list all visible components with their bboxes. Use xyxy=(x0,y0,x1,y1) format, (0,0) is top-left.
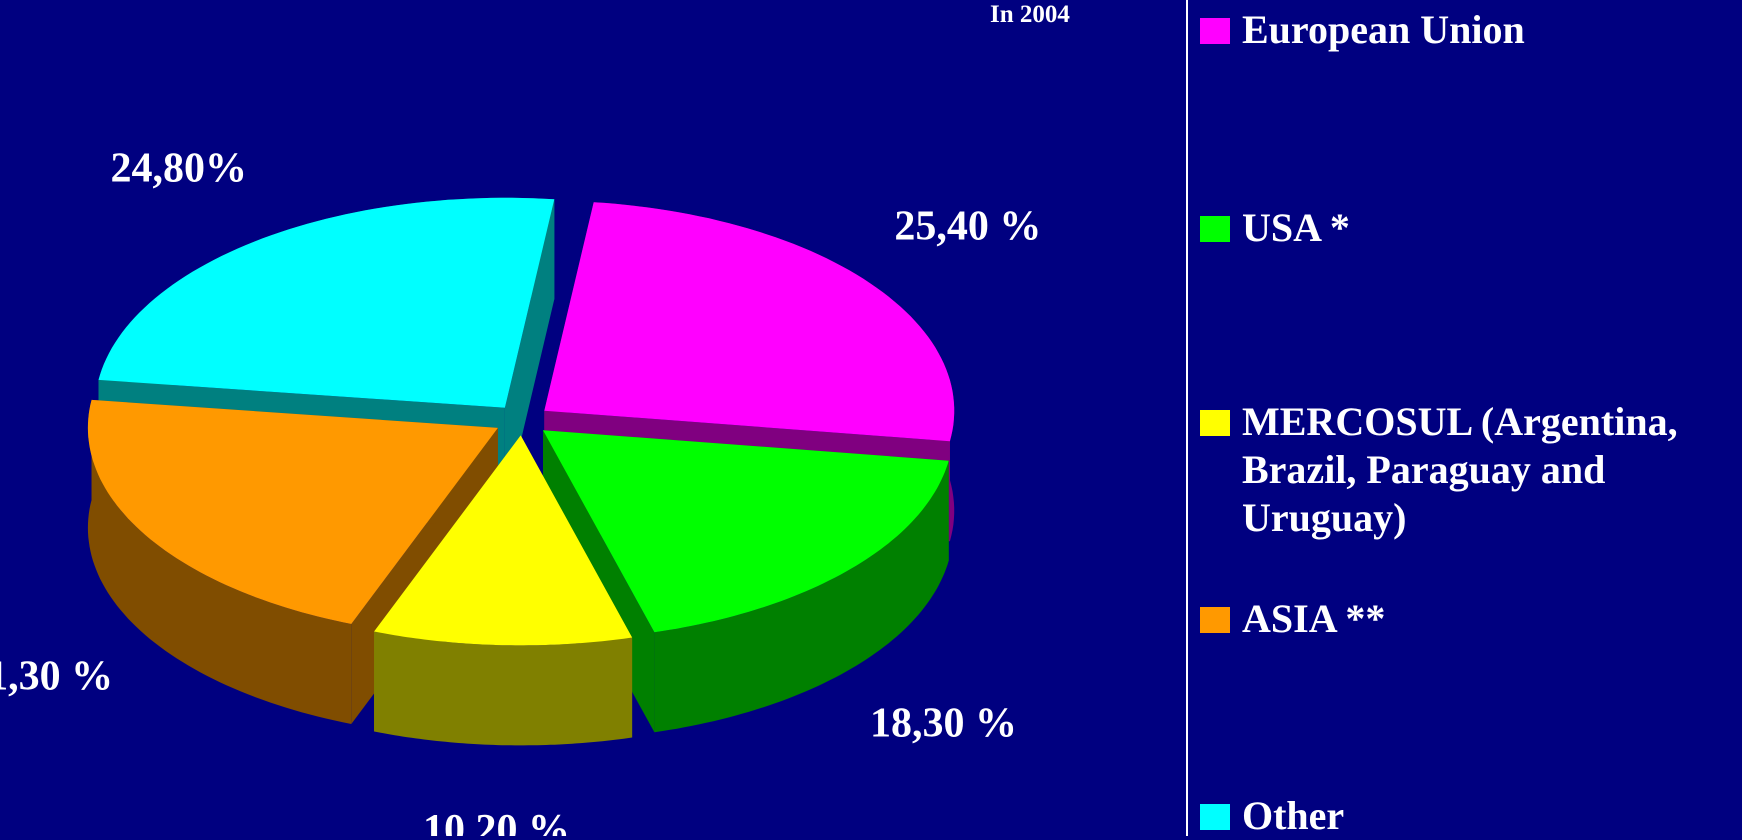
legend-swatch xyxy=(1200,410,1230,436)
legend-swatch xyxy=(1200,804,1230,830)
data-label: 21,30 % xyxy=(0,654,113,700)
slice-top xyxy=(374,435,633,646)
data-label: 10,20 % xyxy=(423,807,570,836)
legend-item: ASIA ** xyxy=(1200,595,1740,643)
legend-item: USA * xyxy=(1200,204,1740,252)
data-label: 18,30 % xyxy=(870,701,1017,747)
chart-title: In 2004 xyxy=(990,1,1070,28)
legend-item: MERCOSUL (Argentina, Brazil, Paraguay an… xyxy=(1200,398,1740,542)
legend-label: USA * xyxy=(1242,205,1350,250)
slice-top xyxy=(87,399,498,624)
pie-slice xyxy=(374,435,633,746)
slice-top xyxy=(98,197,555,408)
data-label: 25,40 % xyxy=(894,203,1041,249)
legend-item: European Union xyxy=(1200,6,1740,54)
slice-outer-side xyxy=(654,460,949,733)
legend-swatch xyxy=(1200,607,1230,633)
slice-top xyxy=(544,202,955,442)
legend-swatch xyxy=(1200,216,1230,242)
legend: European Union USA * MERCOSUL (Argentina, … xyxy=(1200,0,1742,838)
slice-top xyxy=(543,430,949,633)
divider xyxy=(1186,0,1188,836)
legend-label: MERCOSUL (Argentina, Brazil, Paraguay an… xyxy=(1242,399,1678,540)
legend-item: Other xyxy=(1200,792,1740,840)
data-label: 24,80% xyxy=(111,146,248,192)
pie-slice xyxy=(543,430,949,733)
legend-swatch xyxy=(1200,18,1230,44)
slice-outer-side xyxy=(87,399,352,724)
legend-label: European Union xyxy=(1242,7,1525,52)
legend-label: Other xyxy=(1242,793,1345,838)
chart: In 2004 24,80% 25,40 % 21,30 % 18,30 % 10,20… xyxy=(0,1,1070,836)
slice-outer-side xyxy=(374,631,633,746)
legend-label: ASIA ** xyxy=(1242,596,1386,641)
